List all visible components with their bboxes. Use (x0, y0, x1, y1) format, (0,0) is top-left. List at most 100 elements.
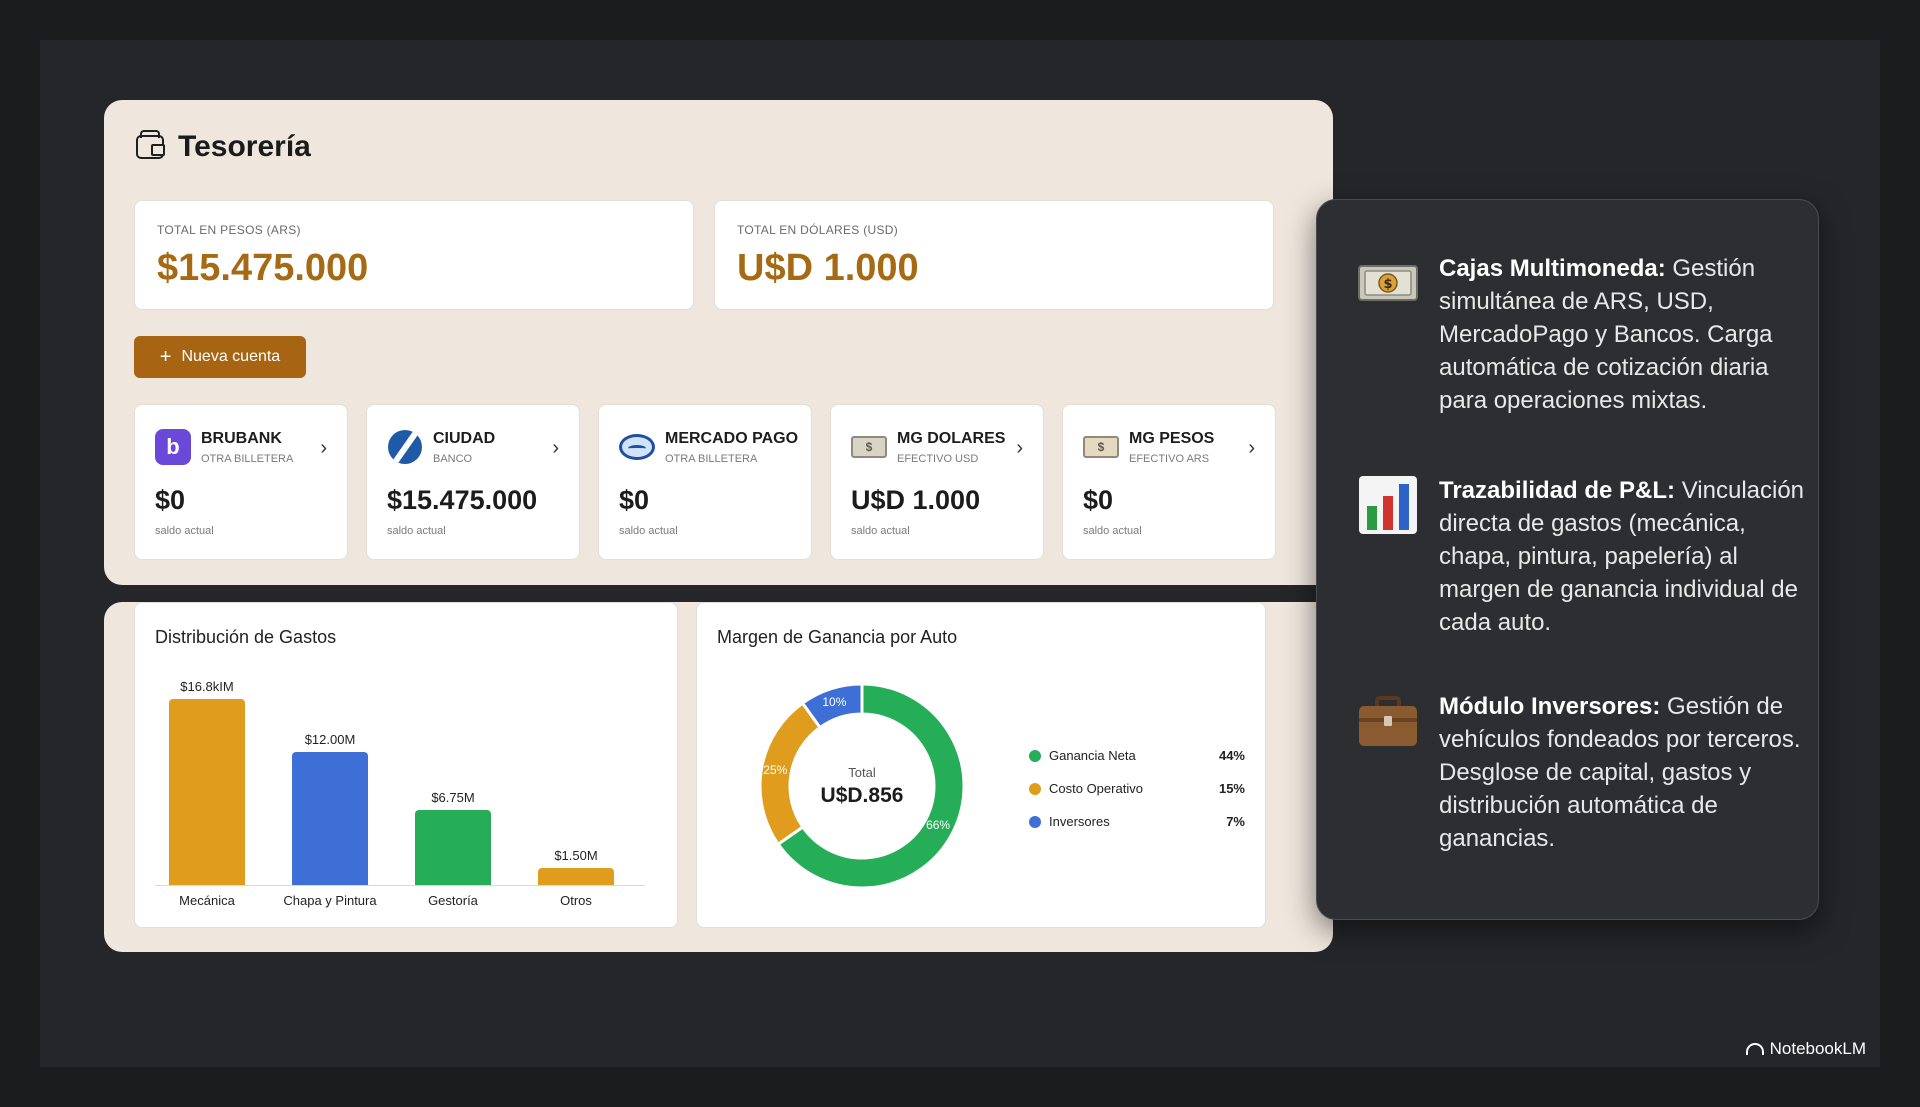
donut-center-label: Total (848, 764, 876, 780)
margin-donut-chart: Total U$D.856 66% 25% 10% (757, 681, 967, 891)
total-ars-value: $15.475.000 (157, 247, 369, 289)
legend-item: Inversores 7% (1029, 805, 1245, 838)
donut-center: Total U$D.856 (757, 681, 967, 891)
account-balance-label: saldo actual (155, 525, 214, 537)
new-account-button[interactable]: + Nueva cuenta (134, 336, 306, 378)
total-usd-label: TOTAL EN DÓLARES (USD) (737, 223, 899, 237)
margin-chart-card: Margen de Ganancia por Auto Total U$D.85… (696, 602, 1266, 928)
account-type: OTRA BILLETERA (665, 453, 758, 465)
account-type: OTRA BILLETERA (201, 453, 294, 465)
chart-baseline (155, 885, 645, 886)
account-balance: $15.475.000 (387, 485, 538, 515)
legend-dot (1029, 782, 1041, 795)
bar-2 (415, 810, 491, 885)
legend-name: Costo Operativo (1049, 781, 1143, 796)
bar-category-label: Otros (560, 893, 592, 908)
chevron-right-icon: › (1248, 437, 1255, 459)
account-name: MG DOLARES (897, 430, 1006, 447)
bar-category-label: Chapa y Pintura (283, 893, 377, 908)
account-name: MERCADO PAGO (665, 430, 799, 447)
bar-category-label: Mecánica (179, 893, 235, 908)
account-balance: $0 (619, 485, 650, 515)
account-type: EFECTIVO ARS (1129, 453, 1210, 465)
feature-text: Vinculación directa de gastos (mecánica,… (1439, 477, 1805, 636)
donut-slice-label: 66% (926, 818, 951, 833)
donut-slice-label: 10% (822, 695, 847, 710)
features-panel: $ Cajas Multimoneda: Gestión simultánea … (1316, 199, 1819, 920)
donut-center-value: U$D.856 (820, 783, 904, 807)
account-card-mg-dolares[interactable]: $ MG DOLARES EFECTIVO USD › U$D 1.000 sa… (830, 404, 1044, 560)
feature-text: Gestión simultánea de ARS, USD, MercadoP… (1439, 255, 1773, 414)
feature-text: Gestión de vehículos fondeados por terce… (1439, 693, 1801, 852)
account-card-mg-pesos[interactable]: $ MG PESOS EFECTIVO ARS › $0 saldo actua… (1062, 404, 1276, 560)
account-balance-label: saldo actual (387, 525, 446, 537)
expenses-chart-title: Distribución de Gastos (155, 627, 337, 647)
account-card-mercadopago[interactable]: MERCADO PAGO OTRA BILLETERA $0 saldo act… (598, 404, 812, 560)
donut-legend: Ganancia Neta 44% Costo Operativo 15% In… (1029, 739, 1245, 838)
chevron-right-icon: › (1016, 437, 1023, 459)
account-name: BRUBANK (201, 430, 282, 447)
total-usd-card: TOTAL EN DÓLARES (USD) U$D 1.000 (714, 200, 1274, 310)
account-balance: $0 (1083, 485, 1114, 515)
bar-1 (292, 752, 368, 885)
bar-value-label: $12.00M (304, 732, 356, 748)
account-card-ciudad[interactable]: CIUDAD BANCO › $15.475.000 saldo actual (366, 404, 580, 560)
charts-panel: Distribución de Gastos $16.8kIM Mecánica $… (104, 602, 1333, 952)
total-usd-value: U$D 1.000 (737, 247, 919, 289)
donut-slice-0 (776, 682, 966, 890)
treasury-panel: Tesorería TOTAL EN PESOS (ARS) $15.475.0… (104, 100, 1333, 585)
margin-chart-title: Margen de Ganancia por Auto (717, 627, 958, 647)
bar-value-label: $16.8kIM (180, 679, 234, 694)
money-bill-icon: $ (1358, 265, 1418, 301)
bar-0 (169, 699, 245, 885)
account-card-brubank[interactable]: b BRUBANK OTRA BILLETERA › $0 saldo actu… (134, 404, 348, 560)
notebooklm-brand: NotebookLM (1745, 1039, 1866, 1059)
account-name: MG PESOS (1129, 430, 1215, 447)
donut-slice-label: 25% (763, 763, 788, 778)
bar-value-label: $1.50M (554, 848, 598, 864)
legend-value: 7% (1226, 814, 1245, 829)
expenses-chart-card: Distribución de Gastos $16.8kIM Mecánica $… (134, 602, 678, 928)
page-title-text: Tesorería (178, 130, 311, 163)
brand-text: NotebookLM (1769, 1039, 1866, 1058)
total-ars-card: TOTAL EN PESOS (ARS) $15.475.000 (134, 200, 694, 310)
wallet-icon (136, 130, 165, 159)
account-balance-label: saldo actual (851, 525, 910, 537)
legend-name: Inversores (1049, 814, 1110, 829)
expenses-bar-chart: $16.8kIM Mecánica $12.00M Chapa y Pintura $6… (155, 663, 655, 913)
donut-svg (758, 682, 966, 890)
legend-name: Ganancia Neta (1049, 748, 1136, 763)
notebooklm-icon (1745, 1043, 1764, 1055)
brubank-logo: b (155, 429, 191, 465)
legend-item: Costo Operativo 15% (1029, 772, 1245, 805)
new-account-label: Nueva cuenta (181, 348, 281, 365)
bar-category-label: Gestoría (428, 893, 478, 908)
legend-item: Ganancia Neta 44% (1029, 739, 1245, 772)
bar-value-label: $6.75M (431, 790, 475, 806)
account-balance-label: saldo actual (1083, 525, 1142, 537)
peso-bill-icon: $ (1083, 429, 1119, 465)
legend-value: 15% (1218, 781, 1245, 796)
account-balance: $0 (155, 485, 186, 515)
total-ars-label: TOTAL EN PESOS (ARS) (157, 223, 301, 237)
chevron-right-icon: › (320, 437, 327, 459)
account-type: EFECTIVO USD (897, 453, 979, 465)
legend-dot (1029, 815, 1041, 828)
bar-chart-icon (1359, 476, 1417, 534)
donut-slice-2 (800, 682, 864, 730)
plus-icon: + (159, 346, 172, 368)
account-name: CIUDAD (433, 430, 496, 447)
legend-dot (1029, 749, 1041, 762)
legend-value: 44% (1218, 748, 1245, 763)
briefcase-icon (1359, 696, 1417, 746)
feature-title: Cajas Multimoneda: (1439, 255, 1666, 282)
account-balance: U$D 1.000 (851, 485, 981, 515)
page-title: Tesorería (136, 130, 311, 164)
dollar-bill-icon: $ (851, 429, 887, 465)
account-type: BANCO (433, 453, 473, 465)
chevron-right-icon: › (552, 437, 559, 459)
mercadopago-logo (619, 429, 655, 465)
feature-title: Módulo Inversores: (1439, 693, 1661, 720)
account-balance-label: saldo actual (619, 525, 678, 537)
feature-title: Trazabilidad de P&L: (1439, 477, 1676, 504)
